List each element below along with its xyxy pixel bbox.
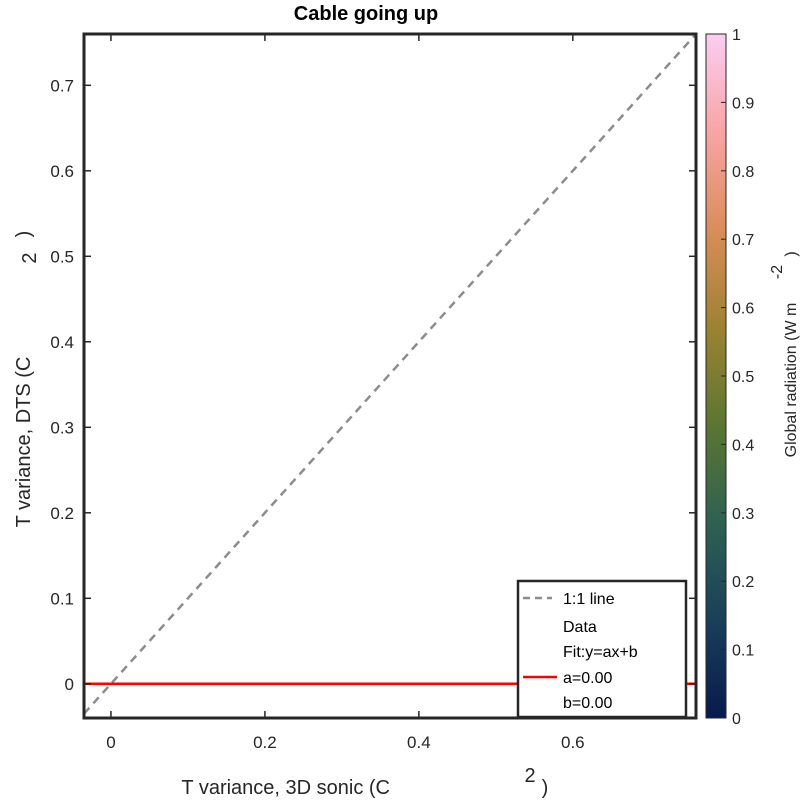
colorbar-tick-label: 0.7	[732, 232, 754, 249]
y-tick-label: 0.6	[50, 162, 74, 181]
colorbar-tick-label: 0.6	[732, 301, 754, 318]
colorbar-tick-label: 0.4	[732, 437, 754, 454]
y-tick-label: 0.2	[50, 504, 74, 523]
x-tick-label: 0.4	[407, 733, 431, 752]
y-tick-label: 0.1	[50, 589, 74, 608]
colorbar-tick-label: 1	[732, 27, 741, 44]
colorbar-label-sup: -2	[769, 265, 786, 279]
y-axis-label-sup: 2	[19, 252, 41, 263]
legend-entry-1to1: 1:1 line	[563, 591, 615, 608]
y-tick-label: 0.3	[50, 418, 74, 437]
colorbar-tick-label: 0.2	[732, 574, 754, 591]
y-tick-label: 0.4	[50, 333, 74, 352]
colorbar-tick-label: 0.8	[732, 164, 754, 181]
legend-entry-fit: Fit:y=ax+b	[563, 644, 638, 661]
legend-entry-data: Data	[563, 619, 597, 636]
x-tick-label: 0.6	[561, 733, 585, 752]
legend-entry-b: b=0.00	[563, 695, 612, 712]
colorbar-tick-label: 0.5	[732, 369, 754, 386]
colorbar-tick-label: 0.3	[732, 506, 754, 523]
colorbar-label-end: )	[783, 251, 800, 256]
legend: 1:1 line Data Fit:y=ax+b a=0.00 b=0.00	[516, 579, 688, 719]
y-axis-label: T variance, DTS (C	[13, 357, 35, 528]
legend-entry-a: a=0.00	[563, 670, 612, 687]
x-tick-label: 0	[106, 733, 115, 752]
colorbar-tick-label: 0.9	[732, 95, 754, 112]
x-axis-label-end: )	[542, 777, 549, 799]
y-axis-label-end: )	[13, 231, 35, 238]
legend-box	[516, 579, 688, 719]
y-tick-label: 0.5	[50, 247, 74, 266]
colorbar-tick-label: 0	[732, 711, 741, 728]
plot-frame	[82, 32, 698, 720]
y-tick-label: 0	[65, 675, 74, 694]
x-tick-label: 0.2	[253, 733, 277, 752]
y-tick-label: 0.7	[50, 76, 74, 95]
colorbar-label: Global radiation (W m	[783, 303, 800, 458]
one-to-one-line	[84, 34, 696, 715]
x-axis-label-sup: 2	[524, 765, 535, 787]
chart-title: Cable going up	[294, 3, 438, 25]
colorbar-tick-label: 0.1	[732, 643, 754, 660]
x-axis-label: T variance, 3D sonic (C	[181, 777, 390, 799]
